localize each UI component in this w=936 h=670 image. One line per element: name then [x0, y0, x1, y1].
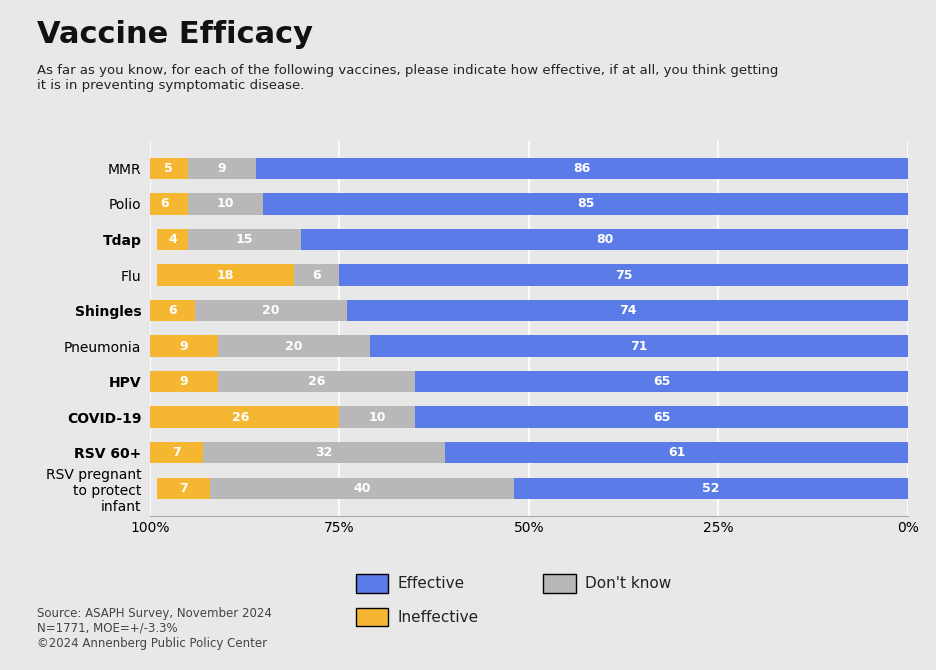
- Text: Vaccine Efficacy: Vaccine Efficacy: [37, 20, 314, 49]
- Bar: [514, 478, 908, 499]
- Text: 7: 7: [180, 482, 188, 494]
- Text: 85: 85: [577, 198, 594, 210]
- Text: 9: 9: [217, 162, 227, 175]
- Text: 32: 32: [315, 446, 333, 459]
- Text: 10: 10: [217, 198, 234, 210]
- Text: Effective: Effective: [398, 576, 465, 591]
- Bar: [218, 371, 416, 392]
- Text: 20: 20: [262, 304, 280, 317]
- FancyBboxPatch shape: [356, 574, 388, 593]
- Bar: [256, 157, 908, 179]
- Bar: [187, 229, 301, 250]
- Bar: [157, 265, 294, 285]
- Text: 7: 7: [172, 446, 181, 459]
- Bar: [150, 336, 218, 356]
- Text: 6: 6: [161, 198, 169, 210]
- Bar: [416, 407, 908, 427]
- Bar: [218, 336, 370, 356]
- Text: 6: 6: [168, 304, 177, 317]
- Bar: [339, 407, 416, 427]
- Text: 75: 75: [615, 269, 633, 281]
- Text: 26: 26: [308, 375, 325, 388]
- Text: 18: 18: [217, 269, 234, 281]
- Bar: [347, 300, 908, 321]
- Bar: [142, 193, 188, 214]
- Bar: [150, 442, 203, 464]
- Text: 52: 52: [702, 482, 720, 494]
- FancyBboxPatch shape: [356, 608, 388, 626]
- Bar: [370, 336, 908, 356]
- Text: 9: 9: [180, 340, 188, 352]
- Bar: [187, 157, 256, 179]
- Bar: [264, 193, 908, 214]
- Bar: [187, 193, 264, 214]
- Text: Ineffective: Ineffective: [398, 610, 479, 624]
- Bar: [211, 478, 514, 499]
- Bar: [294, 265, 339, 285]
- Text: 74: 74: [619, 304, 636, 317]
- Bar: [150, 371, 218, 392]
- Text: 65: 65: [652, 375, 670, 388]
- Bar: [150, 157, 188, 179]
- Text: Don't know: Don't know: [585, 576, 671, 591]
- Text: 4: 4: [168, 233, 177, 246]
- Text: 20: 20: [285, 340, 302, 352]
- Text: 15: 15: [236, 233, 254, 246]
- Bar: [203, 442, 446, 464]
- Text: 40: 40: [353, 482, 371, 494]
- Text: 5: 5: [165, 162, 173, 175]
- Text: 9: 9: [180, 375, 188, 388]
- Text: 61: 61: [668, 446, 685, 459]
- Bar: [157, 478, 211, 499]
- Text: 10: 10: [369, 411, 386, 423]
- Bar: [301, 229, 908, 250]
- Bar: [150, 300, 196, 321]
- Text: As far as you know, for each of the following vaccines, please indicate how effe: As far as you know, for each of the foll…: [37, 64, 779, 92]
- Bar: [142, 407, 339, 427]
- Text: 86: 86: [573, 162, 591, 175]
- Text: 6: 6: [313, 269, 321, 281]
- Text: 71: 71: [630, 340, 648, 352]
- Text: Source: ASAPH Survey, November 2024
N=1771, MOE=+/-3.3%
©2024 Annenberg Public P: Source: ASAPH Survey, November 2024 N=17…: [37, 607, 272, 650]
- Bar: [339, 265, 908, 285]
- Bar: [157, 229, 188, 250]
- Text: 65: 65: [652, 411, 670, 423]
- Bar: [446, 442, 908, 464]
- Bar: [196, 300, 347, 321]
- Text: 80: 80: [596, 233, 613, 246]
- Text: 26: 26: [232, 411, 249, 423]
- FancyBboxPatch shape: [543, 574, 576, 593]
- Bar: [416, 371, 908, 392]
